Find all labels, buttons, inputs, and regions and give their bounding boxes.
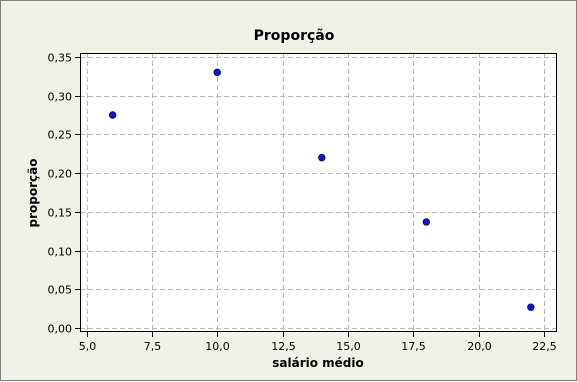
y-tick-label: 0,05: [48, 284, 73, 297]
x-tick-label: 12,5: [271, 340, 296, 353]
x-tick-label: 20,0: [467, 340, 492, 353]
y-axis-label: proporção: [26, 159, 40, 228]
x-tick-label: 22,5: [532, 340, 557, 353]
data-point: [527, 303, 535, 311]
x-tick-label: 7,5: [144, 340, 162, 353]
data-point: [318, 153, 326, 162]
x-axis-label: salário médio: [272, 356, 364, 370]
axes: 5,0 7,5 10,0 12,5 15,0 17,5 20,0 22,5 0,00 0,05 0,…: [48, 52, 557, 353]
y-tick-label: 0,20: [48, 168, 73, 181]
plot-border: [80, 53, 557, 332]
plot-area: [80, 53, 557, 332]
y-tick-label: 0,00: [48, 323, 73, 336]
data-points: [108, 68, 535, 311]
grid: [80, 53, 557, 332]
x-tick-label: 5,0: [79, 340, 97, 353]
data-point: [213, 68, 221, 77]
y-tick-label: 0,15: [48, 207, 73, 220]
chart-title: Proporção: [254, 28, 335, 44]
y-tick-label: 0,10: [48, 246, 73, 259]
y-tick-label: 0,30: [48, 91, 73, 104]
x-tick-label: 17,5: [401, 340, 426, 353]
x-tick-label: 10,0: [205, 340, 230, 353]
y-tick-label: 0,35: [48, 52, 73, 65]
y-tick-label: 0,25: [48, 129, 73, 142]
x-tick-label: 15,0: [336, 340, 361, 353]
data-point: [108, 111, 117, 119]
data-point: [422, 218, 431, 226]
